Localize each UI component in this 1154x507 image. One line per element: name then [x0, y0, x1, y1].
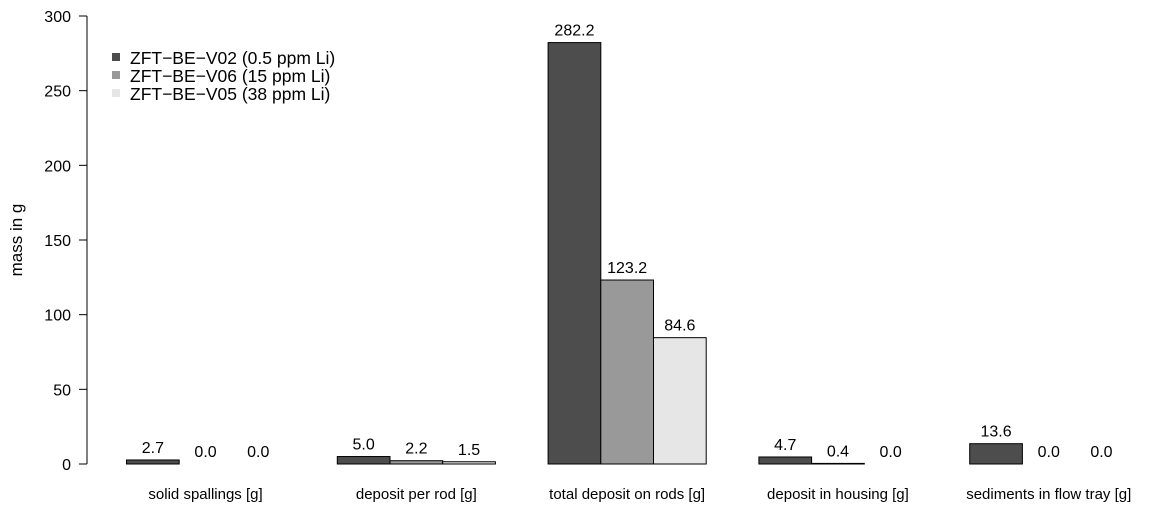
bar-value-label: 282.2	[554, 23, 594, 40]
bar	[389, 460, 444, 465]
legend-swatch	[112, 71, 120, 79]
y-tick-label: 0	[62, 457, 71, 474]
bar	[758, 456, 813, 465]
bars	[126, 42, 1023, 465]
bar-value-label: 4.7	[774, 437, 796, 454]
x-axis-labels: solid spallings [g] deposit per rod [g] to…	[148, 486, 1131, 503]
bar	[600, 279, 654, 465]
bar	[442, 461, 496, 465]
y-tick-label: 200	[44, 158, 71, 175]
bar-value-label: 84.6	[664, 318, 695, 335]
y-tick-label: 50	[53, 382, 71, 399]
y-tick-label: 150	[44, 233, 71, 250]
bar-value-label: 1.5	[458, 442, 480, 459]
category-label: deposit in housing [g]	[767, 486, 909, 503]
bar	[126, 459, 180, 465]
bar-value-label: 5.0	[353, 437, 375, 454]
value-labels: 2.7 0.0 0.0 5.0 2.2 1.5 282.2 123.2 84.6 4.7 0.4 0.…	[142, 23, 1113, 461]
bar	[336, 456, 391, 465]
bar-value-label: 2.2	[405, 441, 427, 458]
bar-value-label: 0.0	[1090, 444, 1112, 461]
legend-label: ZFT−BE−V05 (38 ppm Li)	[130, 84, 330, 104]
bar-value-label: 0.0	[194, 444, 216, 461]
bar	[811, 462, 865, 465]
legend-label: ZFT−BE−V06 (15 ppm Li)	[130, 66, 330, 86]
y-tick-label: 100	[44, 308, 71, 325]
category-label: sediments in flow tray [g]	[966, 486, 1131, 503]
y-tick-label: 300	[44, 9, 71, 26]
bar	[547, 42, 602, 465]
category-label: deposit per rod [g]	[356, 486, 477, 503]
bar-value-label: 0.4	[827, 443, 849, 460]
category-label: solid spallings [g]	[148, 486, 262, 503]
category-label: total deposit on rods [g]	[549, 486, 705, 503]
y-tick-label: 250	[44, 84, 71, 101]
bar-value-label: 2.7	[142, 440, 164, 457]
bar	[653, 337, 707, 465]
y-axis: 0 50 100 150 200 250 300	[44, 9, 88, 474]
y-axis-label: mass in g	[7, 204, 26, 277]
bar-value-label: 0.0	[1038, 444, 1060, 461]
legend-label: ZFT−BE−V02 (0.5 ppm Li)	[130, 48, 335, 68]
bar-value-label: 13.6	[980, 424, 1011, 441]
bar-value-label: 123.2	[607, 260, 647, 277]
bar-value-label: 0.0	[880, 444, 902, 461]
bar	[969, 443, 1023, 465]
legend-swatch	[112, 53, 120, 61]
legend-swatch	[112, 89, 120, 97]
legend: ZFT−BE−V02 (0.5 ppm Li)ZFT−BE−V06 (15 pp…	[112, 48, 335, 104]
bar-value-label: 0.0	[247, 444, 269, 461]
